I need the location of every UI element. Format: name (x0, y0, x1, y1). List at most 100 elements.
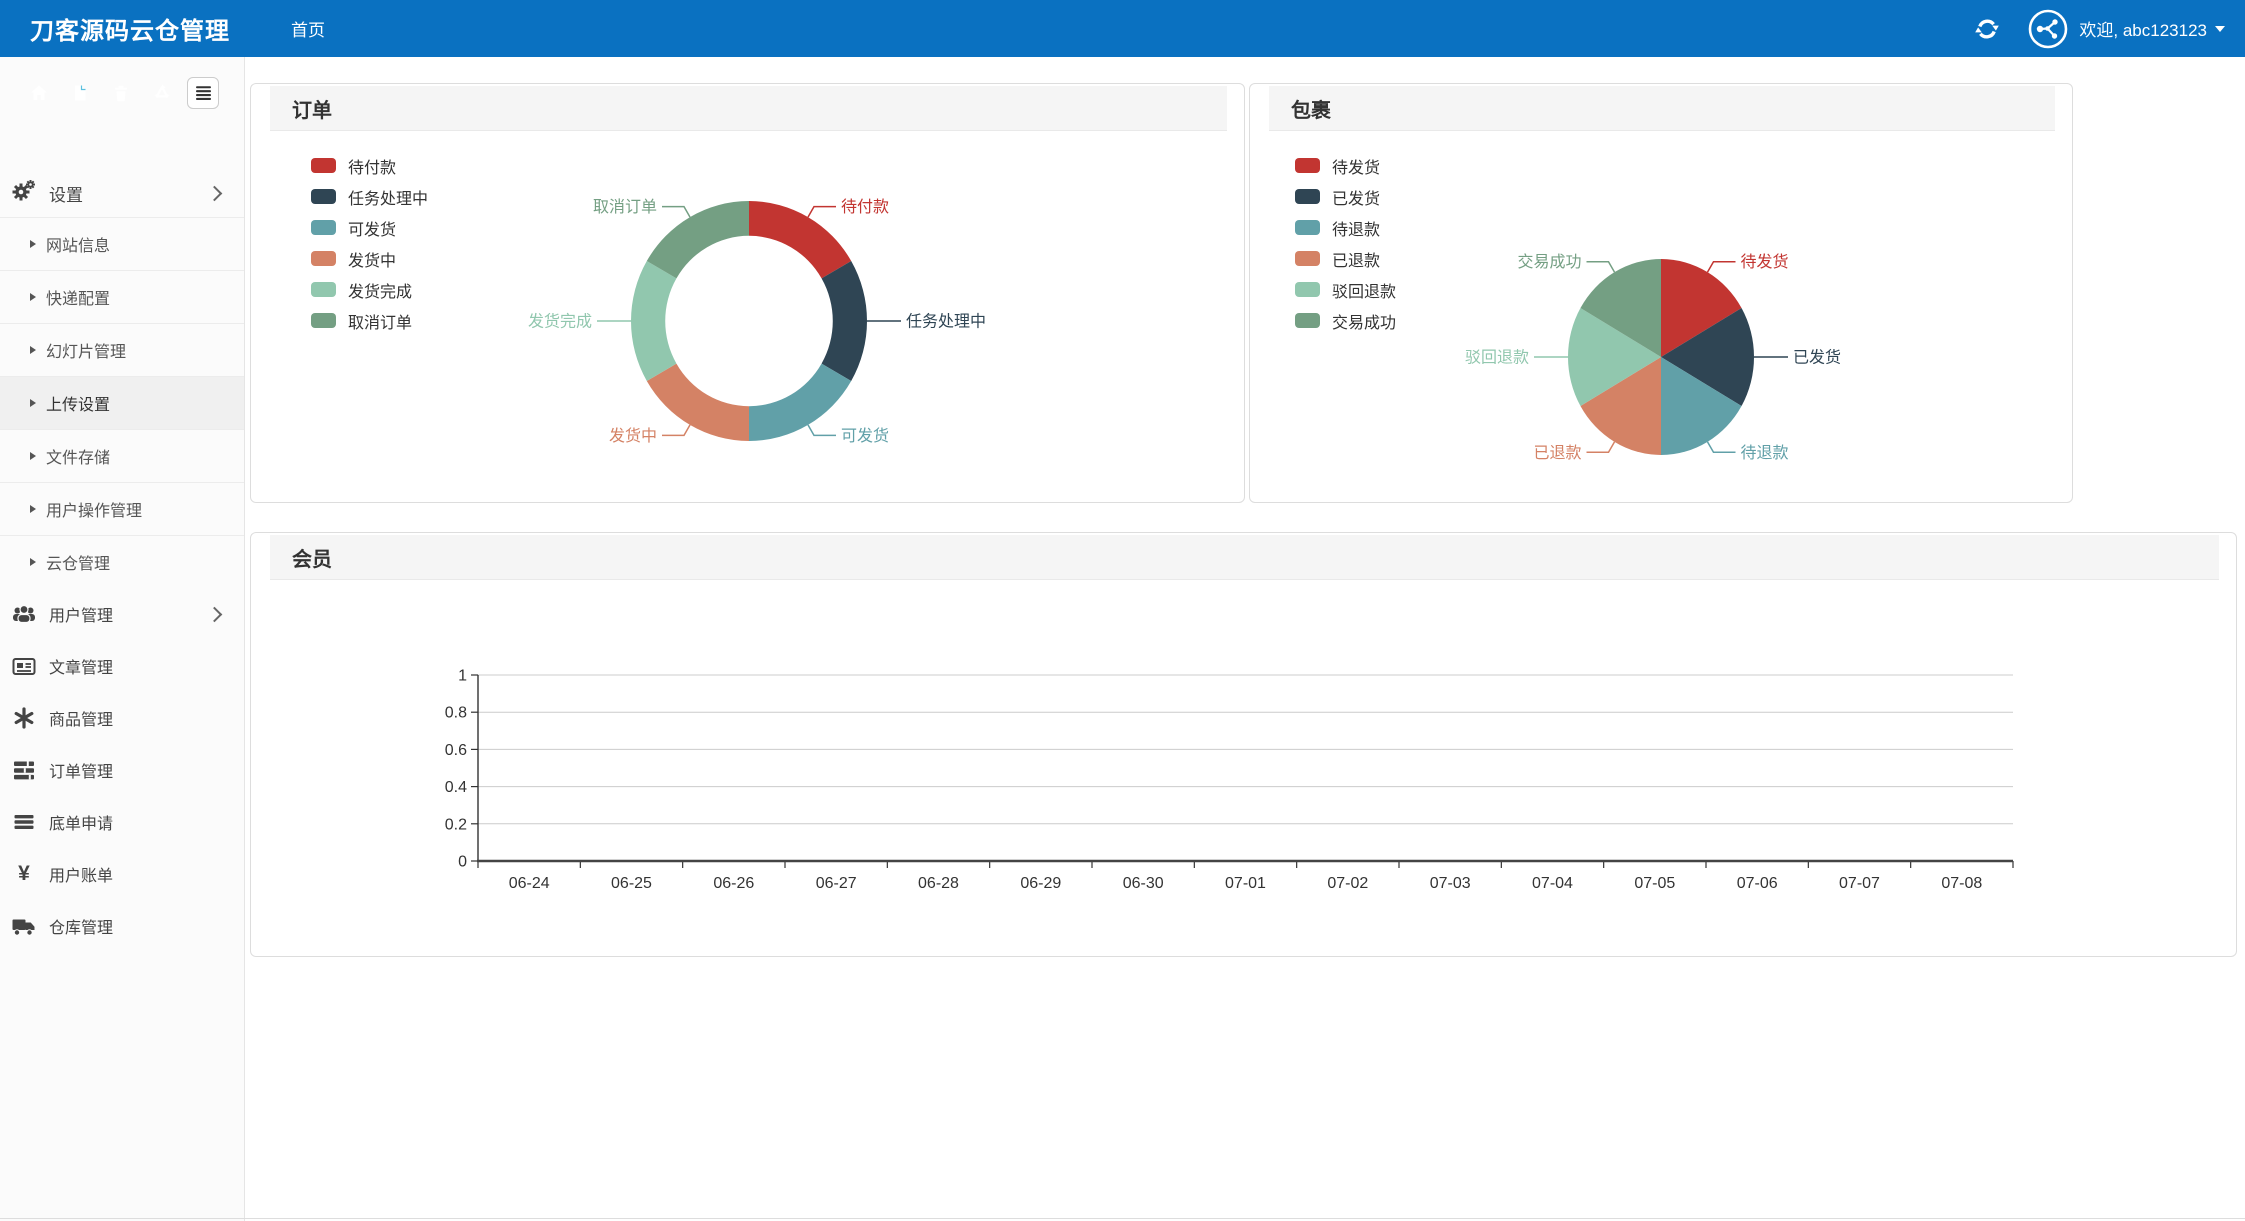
sidebar-subitem-label: 网站信息 (46, 238, 111, 255)
cogs-icon (12, 179, 36, 207)
sidebar-item-receipt-application[interactable]: 底单申请 (0, 796, 244, 848)
pie-slice[interactable] (749, 201, 852, 279)
legend-item[interactable]: 交易成功 (1295, 305, 1396, 336)
packages-panel: 包裹 待发货 已发货 待退款 已退款 驳回退款 交易成功 待发货 已发货 待退款 已退款 驳回退款… (1249, 83, 2073, 503)
members-line-chart[interactable]: 0 0.2 0.4 0.6 0.8 1 06-24 06-25 06-26 06-27 06-28 0… (251, 533, 2236, 956)
sidebar-subitem-user-ops[interactable]: 用户操作管理 (0, 482, 244, 535)
y-tick-label: 0.4 (445, 779, 467, 796)
sidebar-item-product-management[interactable]: 商品管理 (0, 692, 244, 744)
nav-item-home[interactable]: 首页 (291, 21, 325, 40)
page-bottom-divider (0, 1218, 2245, 1219)
label-line (1586, 260, 1616, 273)
legend-item[interactable]: 驳回退款 (1295, 274, 1396, 305)
recycle-icon (154, 84, 170, 98)
sidebar-subitem-slideshow[interactable]: 幻灯片管理 (0, 323, 244, 376)
orders-legend: 待付款 任务处理中 可发货 发货中 发货完成取消订单 (311, 150, 428, 336)
legend-chip (311, 158, 336, 173)
sidebar-item-user-bills[interactable]: ¥ 用户账单 (0, 848, 244, 900)
top-navbar: 刀客源码云仓管理 首页 欢迎, abc123123 (0, 0, 2245, 57)
pie-slice[interactable] (821, 261, 867, 381)
legend-item[interactable]: 可发货 (311, 212, 428, 243)
members-panel: 会员 0 0.2 0.4 0.6 0.8 1 06-24 06-25 06-26 06-27 06-… (250, 532, 2237, 957)
sidebar-item-warehouse-management[interactable]: 仓库管理 (0, 900, 244, 952)
legend-item[interactable]: 已退款 (1295, 243, 1396, 274)
pie-slice[interactable] (749, 363, 852, 441)
x-tick-label: 06-27 (816, 875, 857, 892)
legend-chip (311, 251, 336, 266)
pie-slice[interactable] (646, 201, 749, 279)
sidebar-subitem-label: 云仓管理 (46, 556, 111, 573)
sidebar-item-settings[interactable]: 设置 (0, 169, 244, 217)
sidebar-toolbar (23, 77, 219, 109)
caret-right-icon (30, 505, 36, 513)
legend-chip (1295, 220, 1320, 235)
legend-label: 取消订单 (348, 314, 413, 332)
slice-label: 待发货 (1741, 253, 1789, 271)
brand-title[interactable]: 刀客源码云仓管理 (30, 18, 230, 45)
legend-item[interactable]: 待付款 (311, 150, 428, 181)
users-icon (12, 603, 36, 625)
trash-button[interactable] (105, 77, 137, 109)
x-tick-label: 06-29 (1020, 875, 1061, 892)
legend-chip (1295, 158, 1320, 173)
pie-slice[interactable] (1580, 357, 1661, 455)
sidebar-subitem-label: 上传设置 (46, 397, 111, 414)
sidebar-item-label: 用户管理 (49, 608, 114, 625)
home-button[interactable] (23, 77, 55, 109)
sidebar-item-label: 仓库管理 (49, 920, 114, 937)
orders-panel: 订单 待付款 任务处理中 可发货 发货中 发货完成取消订单 待付款 任务处理中 可发货 发货中… (250, 83, 1245, 503)
panel-title: 包裹 (1291, 99, 1331, 122)
recycle-button[interactable] (146, 77, 178, 109)
y-tick-label: 1 (458, 668, 467, 685)
legend-item[interactable]: 发货中 (311, 243, 428, 274)
pie-slice[interactable] (631, 261, 677, 381)
pie-slice[interactable] (1661, 357, 1742, 455)
pie-slice[interactable] (1580, 259, 1661, 357)
user-avatar-network-icon[interactable] (2027, 8, 2069, 50)
pie-slice[interactable] (1568, 308, 1661, 406)
tasks-icon (12, 760, 36, 781)
legend-chip (311, 282, 336, 297)
sidebar-subitem-cloud-warehouse[interactable]: 云仓管理 (0, 535, 244, 588)
sidebar-subitem-file-storage[interactable]: 文件存储 (0, 429, 244, 482)
x-tick-label: 07-08 (1941, 875, 1982, 892)
file-button[interactable] (64, 77, 96, 109)
list-button[interactable] (187, 77, 219, 109)
pie-slice[interactable] (1661, 308, 1754, 406)
legend-item[interactable]: 任务处理中 (311, 181, 428, 212)
sidebar-subitem-label: 幻灯片管理 (46, 344, 127, 361)
legend-label: 待退款 (1332, 221, 1381, 239)
trash-icon (115, 85, 127, 102)
label-line (1706, 260, 1736, 273)
list-icon (195, 86, 211, 100)
sidebar-item-article-management[interactable]: 文章管理 (0, 640, 244, 692)
caret-right-icon (30, 240, 36, 248)
truck-icon (12, 916, 36, 936)
x-tick-label: 07-05 (1634, 875, 1675, 892)
legend-item[interactable]: 待退款 (1295, 212, 1396, 243)
pie-slice[interactable] (646, 363, 749, 441)
legend-item[interactable]: 已发货 (1295, 181, 1396, 212)
legend-chip (1295, 189, 1320, 204)
panel-title: 订单 (292, 99, 332, 122)
legend-item[interactable]: 待发货 (1295, 150, 1396, 181)
sidebar-item-order-management[interactable]: 订单管理 (0, 744, 244, 796)
legend-chip (1295, 251, 1320, 266)
sidebar-item-user-management[interactable]: 用户管理 (0, 588, 244, 640)
pie-slice[interactable] (1661, 259, 1742, 357)
legend-label: 已退款 (1332, 252, 1381, 270)
newspaper-icon (12, 656, 36, 676)
legend-chip (311, 189, 336, 204)
legend-item[interactable]: 发货完成 (311, 274, 428, 305)
legend-item[interactable]: 取消订单 (311, 305, 428, 336)
sidebar-subitem-express-config[interactable]: 快递配置 (0, 270, 244, 323)
sidebar-subitem-site-info[interactable]: 网站信息 (0, 217, 244, 270)
welcome-user-dropdown[interactable]: 欢迎, abc123123 (2079, 21, 2207, 40)
y-tick-label: 0 (458, 854, 467, 871)
sidebar-subitem-upload-settings[interactable]: 上传设置 (0, 376, 244, 429)
sidebar-item-label: 用户账单 (49, 868, 114, 885)
refresh-icon[interactable] (1975, 17, 2000, 41)
x-tick-label: 06-25 (611, 875, 652, 892)
